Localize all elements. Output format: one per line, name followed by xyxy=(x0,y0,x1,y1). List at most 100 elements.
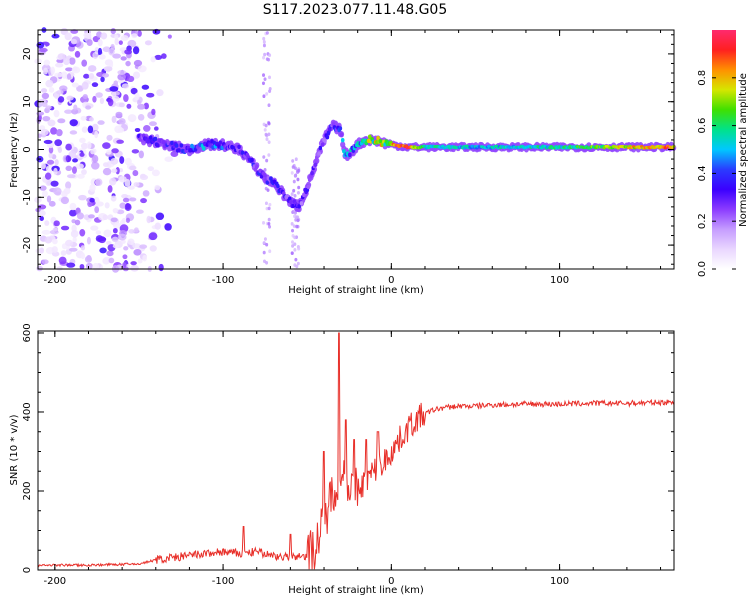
heatmap-noise-blob xyxy=(69,209,77,217)
heatmap-noise-blob xyxy=(130,87,138,95)
heatmap-noise-blob xyxy=(147,166,155,172)
heatmap-noise-blob xyxy=(125,60,131,67)
heatmap-noise-blob xyxy=(82,94,88,100)
heatmap-noise-blob xyxy=(95,230,102,235)
heatmap-noise-blob xyxy=(48,200,56,207)
heatmap-noise-blob xyxy=(91,123,99,132)
snr-y-tick-label: 600 xyxy=(22,323,33,342)
heatmap-noise-blob xyxy=(43,67,49,75)
heatmap-noise-blob xyxy=(130,261,137,266)
heatmap-noise-blob xyxy=(47,119,56,127)
heatmap-noise-blob xyxy=(39,216,44,221)
heatmap-noise-blob xyxy=(81,81,89,90)
heatmap-noise-blob xyxy=(50,66,56,75)
heatmap-noise-blob xyxy=(71,66,81,74)
heatmap-noise-blob xyxy=(146,215,152,224)
heatmap-cell xyxy=(177,148,181,153)
heatmap-noise-blob xyxy=(94,130,99,139)
heatmap-noise-blob xyxy=(262,259,266,264)
heatmap-noise-blob xyxy=(143,124,151,132)
heatmap-noise-blob xyxy=(102,214,109,221)
heatmap-noise-blob xyxy=(110,195,117,202)
heatmap-noise-blob xyxy=(45,79,54,88)
heatmap-noise-blob xyxy=(264,123,268,128)
heatmap-noise-blob xyxy=(296,177,300,182)
heatmap-noise-blob xyxy=(78,194,87,201)
heatmap-noise-blob xyxy=(140,197,147,204)
heatmap-noise-blob xyxy=(142,190,150,197)
heatmap-cell xyxy=(218,140,223,145)
heatmap-noise-blob xyxy=(133,248,142,256)
heatmap-noise-blob xyxy=(121,217,127,223)
heatmap-y-tick-label: 10 xyxy=(22,95,33,108)
heatmap-noise-blob xyxy=(131,149,140,154)
heatmap-noise-blob xyxy=(262,40,266,44)
heatmap-noise-blob xyxy=(79,137,86,143)
heatmap-noise-blob xyxy=(68,150,77,159)
colorbar-ticks: 0.0 0.2 0.4 0.6 0.8 xyxy=(697,70,736,277)
heatmap-noise-blob xyxy=(118,118,126,125)
heatmap-noise-blob xyxy=(89,184,96,192)
heatmap-noise-blob xyxy=(55,129,63,137)
heatmap-noise-blob xyxy=(41,101,48,107)
heatmap-noise-blob xyxy=(119,202,127,209)
heatmap-cell xyxy=(318,145,323,151)
heatmap-noise-blob xyxy=(95,92,103,98)
heatmap-cell xyxy=(155,143,160,148)
heatmap-noise-blob xyxy=(37,133,42,138)
heatmap-noise-blob xyxy=(263,168,267,172)
heatmap-cell xyxy=(326,130,331,136)
colorbar-tick-label: 0.6 xyxy=(697,118,708,134)
heatmap-noise-blob xyxy=(132,71,141,79)
heatmap-noise-blob xyxy=(297,246,301,251)
heatmap-noise-blob xyxy=(129,197,137,202)
heatmap-cell xyxy=(237,144,241,150)
heatmap-noise-cloud xyxy=(34,27,301,273)
heatmap-noise-blob xyxy=(267,206,271,211)
heatmap-noise-blob xyxy=(266,188,270,192)
heatmap-noise-blob xyxy=(290,251,294,255)
heatmap-noise-blob xyxy=(108,47,115,56)
heatmap-noise-blob xyxy=(297,185,301,190)
heatmap-noise-blob xyxy=(51,33,60,39)
heatmap-noise-blob xyxy=(134,127,141,133)
heatmap-noise-blob xyxy=(87,214,95,219)
heatmap-noise-blob xyxy=(134,227,139,233)
colorbar-tick-label: 0.4 xyxy=(697,165,708,181)
heatmap-noise-blob xyxy=(45,105,52,110)
heatmap-noise-blob xyxy=(85,262,93,270)
heatmap-noise-blob xyxy=(112,244,120,249)
heatmap-noise-blob xyxy=(80,245,86,251)
heatmap-noise-blob xyxy=(164,156,174,162)
heatmap-cell xyxy=(179,143,184,148)
heatmap-y-tick-label: 0 xyxy=(22,146,33,152)
heatmap-noise-blob xyxy=(262,221,266,225)
heatmap-noise-blob xyxy=(115,167,120,175)
heatmap-noise-blob xyxy=(94,206,100,214)
heatmap-noise-blob xyxy=(102,73,110,78)
heatmap-noise-blob xyxy=(76,212,85,220)
heatmap-noise-blob xyxy=(290,171,294,175)
heatmap-noise-blob xyxy=(39,247,45,254)
heatmap-noise-blob xyxy=(139,174,149,181)
heatmap-noise-blob xyxy=(80,142,89,150)
heatmap-noise-blob xyxy=(92,154,99,163)
heatmap-x-tick-label: -200 xyxy=(43,275,66,286)
heatmap-cell xyxy=(347,152,352,158)
heatmap-noise-blob xyxy=(44,172,52,180)
heatmap-noise-blob xyxy=(86,39,93,46)
heatmap-noise-blob xyxy=(129,165,137,171)
heatmap-noise-blob xyxy=(77,173,85,179)
heatmap-cell xyxy=(338,126,343,131)
heatmap-noise-blob xyxy=(292,188,296,193)
heatmap-noise-blob xyxy=(102,142,111,150)
heatmap-noise-blob xyxy=(262,73,266,77)
heatmap-noise-blob xyxy=(263,128,267,132)
heatmap-noise-blob xyxy=(112,228,118,234)
heatmap-cell xyxy=(190,143,194,149)
heatmap-noise-blob xyxy=(136,209,144,214)
heatmap-noise-blob xyxy=(88,73,95,80)
heatmap-noise-blob xyxy=(153,126,159,131)
snr-y-axis: 0 200 400 600 xyxy=(22,323,674,573)
